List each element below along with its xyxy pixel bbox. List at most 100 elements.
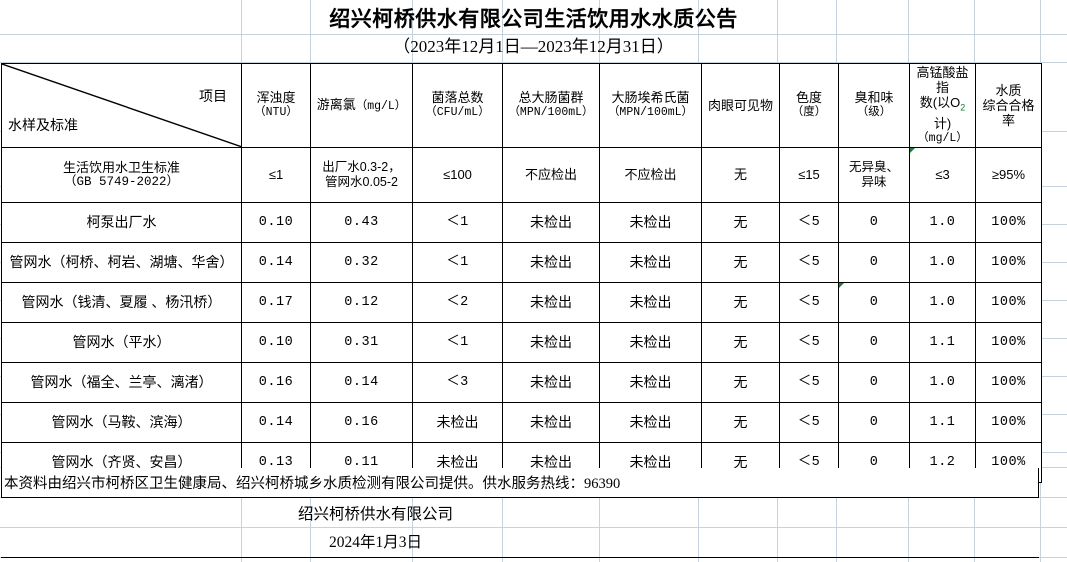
cell-r1-c10: 100% [975, 201, 1042, 243]
column-header-1: 浑浊度 （NTU） [241, 63, 311, 148]
cell-r4-c10: 100% [975, 321, 1042, 363]
table-row: 管网水（平水） 0.10 0.31 ＜1 未检出 未检出无＜5 0 1.1 100% [1, 321, 1042, 363]
cell-r1-c8: 0 [838, 201, 910, 243]
cell-r2-c10: 100% [975, 241, 1042, 283]
cell-r4-c3: ＜1 [412, 321, 503, 363]
cell-r1-c3: ＜1 [412, 201, 503, 243]
table-row: 管网水（柯桥、柯岩、湖塘、华舍） 0.14 0.32 ＜1 未检出 未检出无＜5 0 1.0 1… [1, 241, 1042, 283]
column-header-2: 游离氯（mg/L） [310, 63, 413, 148]
cell-r6-c7: ＜5 [779, 401, 839, 443]
cell-r2-c1: 0.14 [241, 241, 311, 283]
title-block: 绍兴柯桥供水有限公司生活饮用水水质公告 （2023年12月1日—2023年12月… [0, 0, 1067, 60]
cell-r5-c9: 1.0 [909, 361, 976, 403]
column-header-10: 水质 综合合格率 [975, 63, 1042, 148]
cell-r6-c4: 未检出 [502, 401, 600, 443]
cell-r5-c2: 0.14 [310, 361, 413, 403]
sample-name-cell: 管网水（钱清、夏履 、杨汛桥） [1, 281, 242, 323]
footer-date: 2024年1月3日 [328, 534, 422, 551]
corner-row-label: 水样及标准 [8, 116, 78, 133]
table-row: 管网水（钱清、夏履 、杨汛桥） 0.17 0.12 ＜2 未检出 未检出无＜5 0 1.0 10… [1, 281, 1042, 323]
cell-r5-c1: 0.16 [241, 361, 311, 403]
cell-r5-c6: 无 [701, 361, 780, 403]
cell-r2-c8: 0 [838, 241, 910, 283]
cell-r2-c6: 无 [701, 241, 780, 283]
cell-r6-c1: 0.14 [241, 401, 311, 443]
cell-r5-c4: 未检出 [502, 361, 600, 403]
cell-r2-c7: ＜5 [779, 241, 839, 283]
standard-value-3: ≤100 [412, 146, 503, 203]
cell-r2-c4: 未检出 [502, 241, 600, 283]
footer-note: 本资料由绍兴市柯桥区卫生健康局、绍兴柯桥城乡水质检测有限公司提供。供水服务热线：… [1, 468, 1039, 498]
cell-r4-c5: 未检出 [599, 321, 702, 363]
cell-r5-c8: 0 [838, 361, 910, 403]
standard-row: 生活饮用水卫生标准 （GB 5749-2022） ≤1 出厂水0.3-2， 管网水0.0… [1, 146, 1042, 203]
corner-col-label: 项目 [199, 88, 227, 104]
bottom-rule [1, 557, 1039, 558]
footer-company: 绍兴柯桥供水有限公司 [297, 506, 453, 523]
cell-r6-c6: 无 [701, 401, 780, 443]
cell-r5-c5: 未检出 [599, 361, 702, 403]
cell-r3-c5: 未检出 [599, 281, 702, 323]
column-header-8: 臭和味 （级） [838, 63, 910, 148]
column-header-5: 大肠埃希氏菌 （MPN/100mL） [599, 63, 702, 148]
sample-name-cell: 管网水（平水） [1, 321, 242, 363]
table-row: 管网水（福全、兰亭、漓渚） 0.16 0.14 ＜3 未检出 未检出无＜5 0 1.0 100% [1, 361, 1042, 403]
cell-r3-c6: 无 [701, 281, 780, 323]
cell-r1-c6: 无 [701, 201, 780, 243]
cell-r6-c10: 100% [975, 401, 1042, 443]
cell-r1-c2: 0.43 [310, 201, 413, 243]
cell-r4-c6: 无 [701, 321, 780, 363]
corner-diagonal: 水样及标准 项目 [2, 64, 241, 147]
cell-r2-c3: ＜1 [412, 241, 503, 283]
cell-r1-c5: 未检出 [599, 201, 702, 243]
standard-value-10: ≥95% [975, 146, 1042, 203]
cell-r4-c4: 未检出 [502, 321, 600, 363]
standard-name-cell: 生活饮用水卫生标准 （GB 5749-2022） [1, 146, 242, 203]
corner-header-cell: 水样及标准 项目 [1, 63, 242, 148]
cell-r4-c1: 0.10 [241, 321, 311, 363]
cell-r3-c9: 1.0 [909, 281, 976, 323]
cell-r1-c1: 0.10 [241, 201, 311, 243]
diagonal-line-icon [2, 64, 241, 147]
cell-r5-c7: ＜5 [779, 361, 839, 403]
cell-r2-c2: 0.32 [310, 241, 413, 283]
cell-r6-c9: 1.1 [909, 401, 976, 443]
table-header-row: 水样及标准 项目 浑浊度 （NTU） 游离氯（mg/L） 菌落总数 （CFU/mL） 总大肠菌… [1, 63, 1042, 148]
cell-r6-c5: 未检出 [599, 401, 702, 443]
cell-r2-c9: 1.0 [909, 241, 976, 283]
standard-value-4: 不应检出 [502, 146, 600, 203]
sample-name-cell: 管网水（柯桥、柯岩、湖塘、华舍） [1, 241, 242, 283]
cell-r1-c4: 未检出 [502, 201, 600, 243]
standard-value-7: ≤15 [779, 146, 839, 203]
standard-value-8: 无异臭、 异味 [838, 146, 910, 203]
cell-r3-c4: 未检出 [502, 281, 600, 323]
sample-name-cell: 管网水（福全、兰亭、漓渚） [1, 361, 242, 403]
cell-r4-c2: 0.31 [310, 321, 413, 363]
cell-r5-c10: 100% [975, 361, 1042, 403]
cell-r6-c8: 0 [838, 401, 910, 443]
column-header-9: 高锰酸盐指 数(以O2计) （mg/L） [909, 63, 976, 148]
table-row: 柯泵出厂水 0.10 0.43 ＜1 未检出 未检出无＜5 0 1.0 100% [1, 201, 1042, 243]
standard-value-2: 出厂水0.3-2， 管网水0.05-2 [310, 146, 413, 203]
cell-r4-c8: 0 [838, 321, 910, 363]
sample-name-cell: 管网水（马鞍、滨海） [1, 401, 242, 443]
table-row: 管网水（马鞍、滨海） 0.14 0.16 未检出 未检出 未检出无＜5 0 1.1 100% [1, 401, 1042, 443]
cell-r6-c2: 0.16 [310, 401, 413, 443]
cell-r1-c9: 1.0 [909, 201, 976, 243]
page-title: 绍兴柯桥供水有限公司生活饮用水水质公告 [329, 7, 738, 31]
cell-r3-c1: 0.17 [241, 281, 311, 323]
cell-r5-c3: ＜3 [412, 361, 503, 403]
cell-r3-c2: 0.12 [310, 281, 413, 323]
standard-value-9: ≤3 [909, 146, 976, 203]
column-header-4: 总大肠菌群 （MPN/100mL） [502, 63, 600, 148]
cell-r4-c9: 1.1 [909, 321, 976, 363]
cell-r6-c3: 未检出 [412, 401, 503, 443]
cell-r3-c7: ＜5 [779, 281, 839, 323]
column-header-7: 色度 （度） [779, 63, 839, 148]
standard-value-1: ≤1 [241, 146, 311, 203]
water-quality-table: 水样及标准 项目 浑浊度 （NTU） 游离氯（mg/L） 菌落总数 （CFU/mL） 总大肠菌… [1, 63, 1042, 483]
cell-r4-c7: ＜5 [779, 321, 839, 363]
cell-r3-c3: ＜2 [412, 281, 503, 323]
page-subtitle: （2023年12月1日—2023年12月31日） [393, 37, 674, 56]
